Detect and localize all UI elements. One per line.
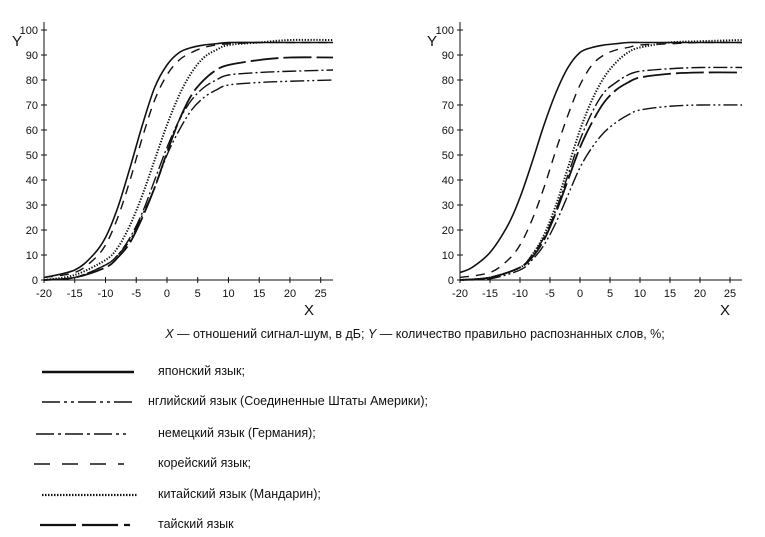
legend-label: тайский язык (158, 517, 234, 531)
y-tick-label: 90 (442, 50, 454, 62)
legend-swatch-longdash (40, 523, 130, 527)
series-line-dotted (43, 38, 334, 281)
caption-y-desc: — количество правильно распознанных слов… (376, 327, 665, 341)
x-tick-label: 0 (164, 288, 170, 300)
y-tick-label: 30 (26, 200, 38, 212)
y-tick-label: 0 (448, 275, 454, 287)
x-tick-label: 25 (724, 288, 736, 300)
series-line-dashdotdot (43, 79, 334, 281)
chart-panel-2: 0 10 20 30 40 50 60 70 80 90 100 -20 -15 -10 -5 0 5 10 15 2… (427, 22, 743, 319)
y-axis-title: Y (427, 33, 437, 50)
series-line-solid (459, 41, 742, 274)
y-tick-label: 70 (442, 100, 454, 112)
legend-swatch-dashdot (36, 433, 126, 435)
y-tick-label: 0 (32, 275, 38, 287)
y-tick-label: 10 (442, 250, 454, 262)
y-tick-label: 30 (442, 200, 454, 212)
x-tick-label: 20 (694, 288, 706, 300)
y-tick-label: 70 (26, 100, 38, 112)
legend-label: корейский язык; (158, 456, 252, 470)
y-tick-label: 100 (436, 25, 454, 37)
x-tick-label: 0 (577, 288, 583, 300)
series-line-dashed (43, 41, 333, 279)
legend-label: немецкий язык (Германия); (158, 426, 316, 440)
series-line-longdash (459, 71, 743, 281)
x-tick-label: 10 (222, 288, 234, 300)
series-line-longdash (43, 56, 334, 281)
y-tick-label: 50 (26, 150, 38, 162)
series-line-dashdot (459, 66, 743, 281)
x-axis-title: X (720, 302, 730, 319)
y-tick-label: 80 (442, 75, 454, 87)
x-tick-label: -10 (512, 288, 528, 300)
x-tick-label: 15 (253, 288, 265, 300)
y-tick-label: 20 (26, 225, 38, 237)
x-tick-label: 5 (607, 288, 613, 300)
legend-swatch-solid (42, 370, 134, 374)
legend-label: китайский язык (Мандарин); (158, 487, 321, 501)
y-tick-label: 100 (20, 25, 38, 37)
x-tick-label: -20 (36, 288, 52, 300)
x-tick-label: -20 (452, 288, 468, 300)
series-line-dashed (459, 41, 743, 279)
y-tick-label: 60 (442, 125, 454, 137)
figure-caption: X — отношений сигнал-шум, в дБ; Y — коли… (70, 327, 760, 341)
legend-label: японский язык; (158, 364, 245, 378)
series-line-dashdotdot (459, 104, 743, 281)
x-tick-label: 20 (284, 288, 296, 300)
x-tick-label: 15 (664, 288, 676, 300)
x-tick-label: -5 (131, 288, 141, 300)
x-tick-label: -15 (482, 288, 498, 300)
x-tick-label: 10 (634, 288, 646, 300)
x-tick-label: -10 (98, 288, 114, 300)
series-line-dashdot (43, 69, 334, 281)
chart-panel-1: 0 10 20 30 40 50 60 70 80 90 100 -20 -15 -10 -5 0 5 10 15 2… (12, 22, 334, 319)
legend-label: нглийский язык (Соединенные Штаты Америк… (148, 394, 428, 408)
series-line-solid (43, 41, 333, 279)
x-tick-label: 25 (315, 288, 327, 300)
legend-swatch-dashdotdot (42, 401, 132, 403)
y-tick-label: 40 (442, 175, 454, 187)
caption-x-symbol: X (165, 327, 174, 341)
x-axis-title: X (304, 302, 314, 319)
y-axis-title: Y (12, 33, 22, 50)
series-line-dotted (459, 39, 743, 281)
y-tick-label: 50 (442, 150, 454, 162)
y-tick-label: 90 (26, 50, 38, 62)
y-tick-label: 10 (26, 250, 38, 262)
x-tick-label: 5 (195, 288, 201, 300)
x-tick-label: -15 (67, 288, 83, 300)
x-tick-label: -5 (545, 288, 555, 300)
caption-x-desc: — отношений сигнал-шум, в дБ; (173, 327, 368, 341)
y-tick-label: 20 (442, 225, 454, 237)
legend-swatch-dotted (42, 493, 138, 497)
y-tick-label: 60 (26, 125, 38, 137)
y-tick-label: 80 (26, 75, 38, 87)
legend-swatch-dashed (34, 463, 124, 465)
caption-y-symbol: Y (367, 327, 377, 341)
y-tick-label: 40 (26, 175, 38, 187)
